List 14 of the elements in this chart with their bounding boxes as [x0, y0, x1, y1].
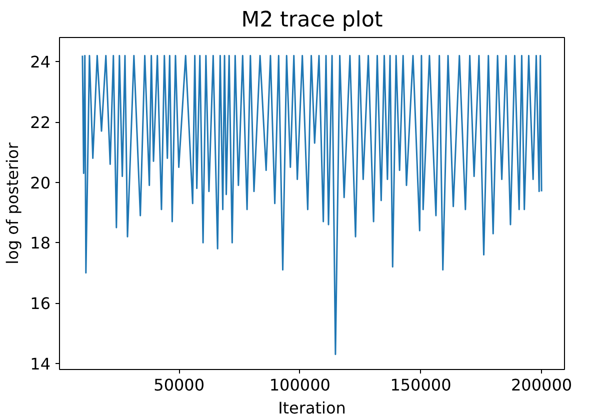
x-tick-label: 100000 — [269, 376, 330, 394]
x-tick-label: 200000 — [511, 376, 572, 394]
chart-title: M2 trace plot — [241, 8, 383, 32]
x-tick-label: 150000 — [390, 376, 452, 394]
x-axis-title: Iteration — [278, 398, 346, 418]
y-axis-title: log of posterior — [3, 142, 22, 264]
y-tick-label: 22 — [30, 113, 50, 132]
x-tick-label: 50000 — [154, 376, 205, 394]
y-tick-label: 24 — [30, 52, 50, 72]
line-series — [82, 54, 542, 356]
y-tick-label: 16 — [30, 294, 50, 314]
y-tick-label: 14 — [30, 354, 50, 374]
y-tick-label: 20 — [30, 173, 50, 192]
y-tick-label: 18 — [30, 234, 50, 253]
